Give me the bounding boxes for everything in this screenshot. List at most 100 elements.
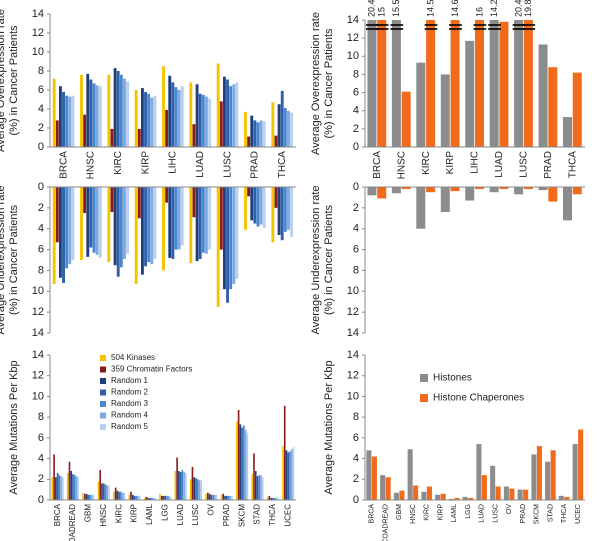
bar [208,98,212,147]
x-tick-label: COADREAD [382,504,389,541]
bar [110,128,114,147]
bar [283,187,287,232]
legend-swatch [100,355,106,361]
bar [198,187,202,259]
y-tick-label: 14 [347,14,359,26]
y-tick-label: 2 [353,123,359,135]
x-tick-label: BRCA [372,151,383,179]
bar [219,187,223,250]
bar [154,497,156,500]
bar [393,492,399,500]
y-tick-label: 4 [353,223,359,235]
bar [523,489,529,500]
bar [123,492,126,500]
bar [198,480,201,500]
legend-label: 359 Chromatin Factors [111,365,192,374]
bar [128,494,131,500]
bar [83,187,87,214]
bar [280,187,284,241]
bar [243,425,245,500]
x-tick-label: UCEC [283,504,292,527]
bars [52,63,294,147]
value-label: 14.2 [489,0,499,17]
bar [89,79,93,147]
bar [114,487,117,500]
bar [150,97,154,147]
y-tick-label: 10 [32,46,44,58]
bar [179,472,182,500]
bar [222,187,226,290]
bar [572,187,582,195]
y-tick-label: 4 [38,223,44,235]
y-tick-label: 12 [32,27,44,39]
bar [98,86,102,147]
bar [465,40,475,147]
bar [185,473,187,500]
bar [177,187,181,250]
bar [160,495,163,500]
bar [140,88,144,147]
bar [232,84,236,147]
bar [99,469,102,500]
bar [174,87,178,147]
bar [189,479,192,500]
x-tick-label: LUSC [191,504,200,526]
bar [548,67,558,147]
bar [481,475,487,500]
bar [266,496,269,500]
y-tick-label: 0 [353,181,359,193]
x-tick-label: GBM [396,504,403,520]
bar [426,486,432,500]
bar [205,187,208,254]
bar [147,497,149,500]
bar [150,187,154,265]
bar [71,95,75,147]
bar [51,477,54,500]
bar [153,95,157,147]
y-tick-label: 10 [347,390,359,402]
x-tick-label: HNSC [86,151,97,179]
bar [572,444,578,500]
legend-label: Histones [433,373,472,384]
bar [110,187,114,213]
bar [239,424,242,500]
value-label: 19.8 [523,0,533,17]
x-tick-label: LUSC [492,504,499,523]
bar [106,485,109,500]
bar [475,187,484,190]
y-tick-label: 0 [38,181,44,193]
bar [229,86,233,147]
x-tick-label: LGG [160,504,169,521]
bar [89,494,91,500]
bar [256,476,259,500]
bar [189,187,193,264]
bar [229,495,232,500]
bar [119,74,123,147]
bar [55,187,59,243]
bar [256,187,260,227]
y-tick-label: 2 [353,473,359,485]
bar [195,478,197,500]
bar [55,120,59,147]
bar [563,187,572,221]
bar [193,477,196,500]
bar [285,450,288,500]
bar [75,476,78,500]
bar [201,94,205,147]
bar [171,82,175,147]
bar [208,493,211,500]
bar [476,444,482,500]
bar [232,187,236,284]
x-tick-label: BRCA [58,151,69,179]
bar [174,471,177,500]
x-tick-label: KIRP [130,504,139,523]
bar [200,480,203,500]
bar [272,497,274,500]
bar [283,405,286,500]
bar [58,475,61,500]
x-tick-label: LIHC [470,151,481,174]
bar [77,477,80,500]
value-label: 20.4 [367,0,377,17]
bars [366,429,584,500]
